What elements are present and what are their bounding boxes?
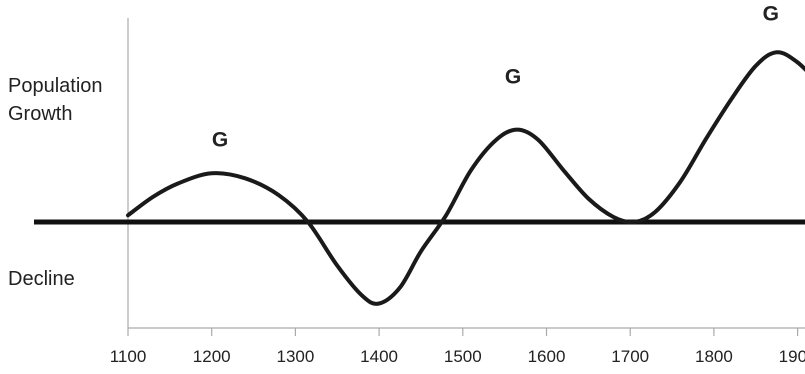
peak-label-1: G: [505, 65, 521, 88]
x-tick-label-7: 1800: [695, 347, 733, 366]
peak-annotations: G G G: [212, 2, 779, 151]
x-tick-labels: 1100 1200 1300 1400 1500 1600 1700 1800 1900: [110, 347, 805, 366]
x-tick-label-6: 1700: [611, 347, 649, 366]
y-label-growth-line-1: Population: [8, 75, 103, 97]
peak-label-0: G: [212, 128, 228, 151]
x-tick-label-8: 1900: [779, 347, 805, 366]
x-tick-label-2: 1300: [276, 347, 314, 366]
series-layer: [126, 50, 805, 306]
x-tick-label-3: 1400: [360, 347, 398, 366]
y-label-growth-line-2: Growth: [8, 103, 72, 125]
x-tick-label-0: 1100: [110, 347, 147, 366]
y-category-labels: Population Growth Decline: [8, 75, 103, 290]
x-tick-label-5: 1600: [528, 347, 566, 366]
axes: [34, 18, 805, 336]
peak-label-2: G: [763, 2, 779, 25]
population-curve: [126, 50, 805, 306]
x-tick-label-4: 1500: [444, 347, 482, 366]
x-tick-label-1: 1200: [193, 347, 231, 366]
y-label-decline: Decline: [8, 268, 75, 290]
